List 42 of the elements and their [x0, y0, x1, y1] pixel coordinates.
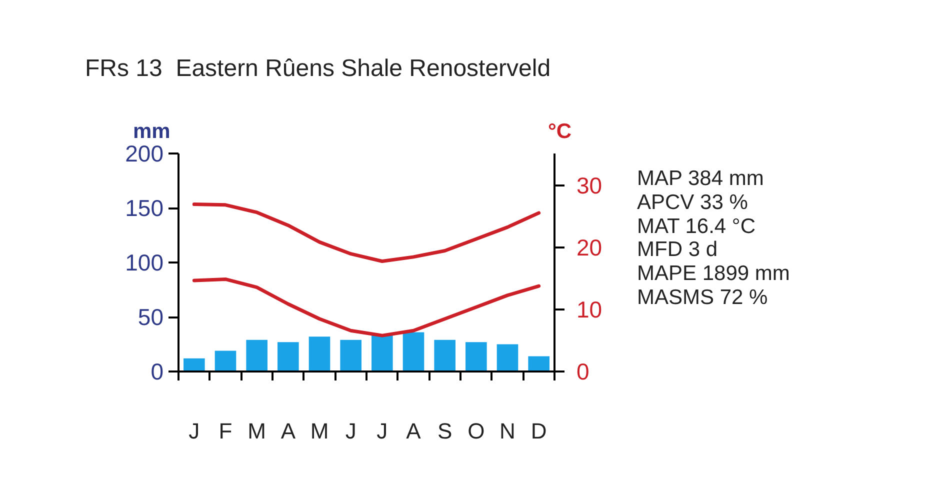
- text: MAP 384 mm: [637, 167, 765, 191]
- bar: [340, 340, 362, 372]
- x-tick-label: J: [376, 418, 388, 444]
- x-tick-label: A: [406, 418, 422, 444]
- x-tick-label: S: [437, 418, 452, 444]
- x-tick-label: O: [468, 418, 485, 444]
- y2-tick-label: 20: [576, 234, 602, 261]
- bar: [184, 358, 205, 372]
- y2-tick-label: 30: [576, 172, 602, 199]
- text: MFD 3 d: [637, 238, 719, 262]
- x-tick-label: M: [310, 418, 329, 444]
- y-tick-label: 0: [150, 358, 164, 384]
- y2-tick-label: 0: [576, 358, 590, 384]
- x-tick-label: J: [188, 418, 200, 444]
- x-tick-label: D: [530, 418, 547, 444]
- bar: [372, 336, 393, 372]
- x-tick-label: M: [248, 418, 266, 444]
- text: MAPE 1899 mm: [637, 262, 790, 286]
- y2-axis-title: °C: [548, 119, 572, 145]
- bar: [214, 350, 236, 372]
- text: MASMS 72 %: [637, 286, 769, 310]
- bar: [278, 342, 299, 372]
- x-tick-label: J: [345, 418, 356, 444]
- y-tick-label: 100: [125, 250, 164, 276]
- chart-title: FRs 13 Eastern Rûens Shale Renosterveld: [85, 54, 551, 84]
- line-series: [192, 202, 541, 264]
- y-tick-label: 150: [125, 195, 164, 221]
- bar: [402, 332, 424, 372]
- x-tick-label: F: [218, 418, 232, 444]
- x-tick-label: N: [500, 418, 516, 444]
- bar: [308, 336, 330, 372]
- bar: [246, 340, 268, 372]
- bar: [466, 342, 487, 372]
- line-series: [192, 277, 541, 338]
- bar: [496, 344, 518, 372]
- text: MAT 16.4 °C: [637, 214, 756, 238]
- x-tick-label: A: [280, 418, 296, 444]
- text: APCV 33 %: [637, 190, 749, 215]
- y-tick-label: 50: [138, 304, 164, 330]
- y2-tick-label: 10: [576, 296, 602, 323]
- bar: [434, 340, 456, 372]
- bar: [528, 356, 550, 372]
